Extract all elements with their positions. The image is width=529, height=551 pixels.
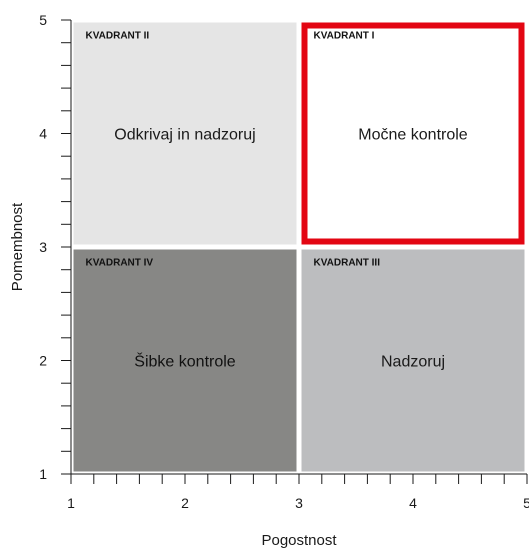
y-tick-label: 4 xyxy=(39,126,47,142)
quadrant-q4: KVADRANT IV Šibke kontrole xyxy=(73,249,297,472)
quadrant-q1-title: KVADRANT I xyxy=(314,31,375,42)
quadrant-q4-label: Šibke kontrole xyxy=(134,352,235,371)
quadrant-q1-highlight-frame xyxy=(301,22,525,245)
y-axis-title: Pomembnost xyxy=(9,202,26,291)
x-axis-title: Pogostnost xyxy=(261,532,337,549)
quadrant-q2-background xyxy=(73,22,297,245)
x-tick-label: 3 xyxy=(295,495,303,511)
quadrant-q1: KVADRANT I Močne kontrole xyxy=(301,22,525,245)
y-tick-label: 5 xyxy=(39,12,47,28)
x-tick-label: 2 xyxy=(181,495,189,511)
x-tick-label: 4 xyxy=(409,495,417,511)
quadrant-q3-background xyxy=(301,249,525,472)
quadrant-q2-label: Odkrivaj in nadzoruj xyxy=(114,127,255,144)
quadrant-q3-label: Nadzoruj xyxy=(381,354,445,371)
x-tick-label: 5 xyxy=(523,495,529,511)
x-tick-label: 1 xyxy=(67,495,75,511)
y-tick-label: 3 xyxy=(39,239,47,255)
y-tick-label: 2 xyxy=(39,353,47,369)
quadrant-q3: KVADRANT III Nadzoruj xyxy=(301,249,525,472)
quadrant-q4-background xyxy=(73,249,297,472)
quadrant-q2: KVADRANT II Odkrivaj in nadzoruj xyxy=(73,22,297,245)
tick-layer: 1 2 3 4 5 1 2 3 4 5 xyxy=(39,12,529,511)
quadrant-q1-label: Močne kontrole xyxy=(358,127,467,144)
y-tick-label: 1 xyxy=(39,466,47,482)
quadrant-q4-title: KVADRANT IV xyxy=(86,258,154,269)
quadrant-q2-title: KVADRANT II xyxy=(86,31,150,42)
quadrant-q3-title: KVADRANT III xyxy=(314,258,381,269)
